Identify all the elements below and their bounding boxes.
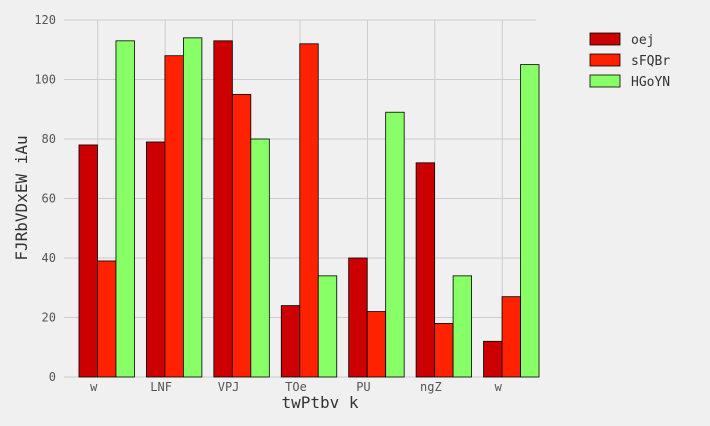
- bar-sFQBr-6: [501, 296, 521, 378]
- bar-sFQBr-3: [299, 43, 319, 378]
- x-tick-label: PU: [356, 380, 370, 394]
- x-tick-labels: w LNF VPJ TOe PU ngZ w: [90, 380, 503, 394]
- legend-label: oej: [631, 33, 654, 48]
- x-tick-label: w: [90, 380, 98, 394]
- legend-label: HGoYN: [631, 75, 670, 90]
- bar-sFQBr-4: [366, 311, 387, 378]
- bar-oej-5: [415, 162, 436, 378]
- bar-HGoYN-1: [182, 37, 203, 378]
- bar-HGoYN-5: [452, 275, 473, 378]
- x-axis-label: twPtbv k: [281, 393, 358, 412]
- y-tick-label: 60: [42, 192, 56, 206]
- y-axis-label: FJRbVDxEW iAu: [12, 135, 31, 260]
- y-tick-label: 40: [42, 251, 56, 265]
- legend: oej sFQBr HGoYN: [589, 32, 670, 90]
- y-tick-labels: 0 20 40 60 80 100 120: [34, 13, 56, 384]
- bar-oej-0: [78, 144, 98, 378]
- bar-HGoYN-0: [115, 40, 135, 378]
- legend-swatch: [589, 32, 621, 46]
- bar-HGoYN-4: [385, 111, 405, 378]
- bar-oej-1: [145, 141, 166, 378]
- x-tick-label: ngZ: [420, 380, 442, 394]
- y-tick-label: 80: [42, 132, 56, 146]
- x-tick-label: VPJ: [218, 380, 240, 394]
- y-tick-label: 0: [49, 370, 56, 384]
- bar-HGoYN-2: [250, 138, 270, 378]
- bar-sFQBr-5: [434, 323, 454, 378]
- bar-sFQBr-0: [97, 260, 117, 378]
- legend-swatch: [589, 74, 621, 88]
- bar-sFQBr-1: [164, 55, 184, 378]
- bar-HGoYN-3: [317, 275, 338, 378]
- y-tick-label: 100: [34, 73, 56, 87]
- legend-label: sFQBr: [631, 54, 670, 69]
- y-tick-label: 20: [42, 311, 56, 325]
- x-tick-label: TOe: [285, 380, 307, 394]
- x-tick-label: LNF: [150, 380, 172, 394]
- bar-oej-6: [483, 340, 503, 378]
- bar-oej-4: [348, 257, 368, 378]
- bar-oej-3: [280, 305, 301, 378]
- bar-oej-2: [213, 40, 233, 378]
- bar-layer: [78, 37, 540, 378]
- x-tick-label: w: [495, 380, 503, 394]
- legend-swatch: [589, 53, 621, 67]
- y-tick-label: 120: [34, 13, 56, 27]
- bar-HGoYN-6: [520, 64, 540, 378]
- bar-sFQBr-2: [231, 93, 252, 378]
